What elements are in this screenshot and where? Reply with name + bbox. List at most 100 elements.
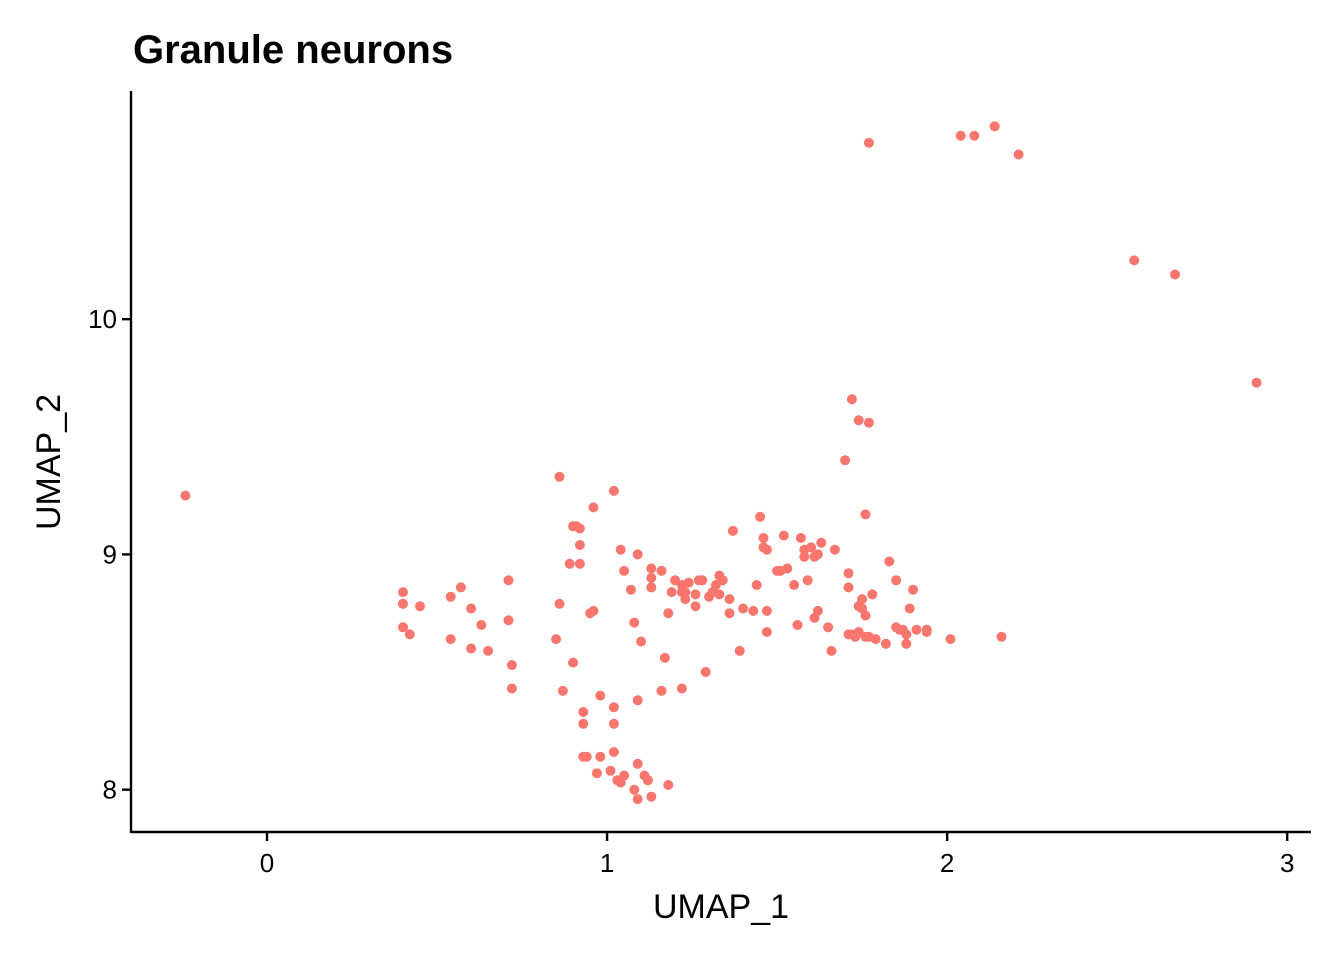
data-point [574,523,585,534]
x-tick-label: 3 [1280,848,1294,878]
data-point [860,610,871,621]
points-layer [180,121,1262,805]
data-point [642,775,653,786]
data-point [891,575,902,586]
data-point [853,415,864,426]
data-point [578,718,589,729]
data-point [901,638,912,649]
data-point [629,784,640,795]
data-point [625,584,636,595]
y-axis-title: UMAP_2 [30,394,68,530]
data-point [843,582,854,593]
data-point [969,130,980,141]
data-point [921,627,932,637]
data-point [683,577,694,588]
y-tick-label: 9 [103,539,117,569]
data-point [911,624,922,635]
data-point [840,455,851,466]
data-point [758,533,769,543]
data-point [629,617,640,628]
data-point [636,636,647,647]
data-point [989,121,1000,132]
data-point [588,605,599,616]
data-point [574,558,585,569]
data-point [619,770,630,781]
data-point [761,544,772,555]
data-point [398,622,408,633]
data-point [574,540,585,550]
data-point [445,634,456,645]
data-point [755,511,766,522]
data-point [782,563,793,574]
data-point [690,589,701,600]
data-point [676,683,687,694]
data-point [1170,269,1180,280]
data-point [581,751,592,762]
data-point [578,707,589,717]
y-axis-ticks: 8 9 10 [88,304,131,805]
data-point [904,603,915,614]
data-point [632,758,643,769]
data-point [727,525,738,536]
data-point [816,537,827,548]
data-point [615,544,626,555]
y-tick-label: 10 [88,304,117,334]
data-point [748,605,759,616]
data-point [738,603,749,614]
data-point [595,690,606,701]
data-point [656,565,667,576]
data-point [551,634,562,645]
data-point [761,627,772,637]
data-point [1251,377,1262,388]
data-point [404,629,415,640]
x-tick-label: 0 [260,848,274,878]
data-point [812,605,823,616]
data-point [608,718,619,729]
data-point [734,645,745,656]
data-point [619,565,630,576]
data-point [870,634,881,645]
data-point [455,582,466,593]
data-point [1013,149,1024,160]
data-point [568,657,579,668]
data-point [656,685,667,696]
data-point [415,601,425,612]
data-point [398,598,408,609]
data-point [795,533,806,543]
data-point [802,575,813,586]
data-point [554,471,565,482]
data-point [608,747,619,757]
data-point [632,695,643,706]
data-point [690,601,701,612]
data-point [717,575,728,586]
data-point [812,549,823,560]
data-point [506,683,517,694]
data-point [588,502,599,513]
data-point [680,587,691,598]
data-point [955,130,966,141]
data-point [789,580,800,590]
data-point [724,594,735,605]
data-point [503,615,514,626]
data-point [857,594,868,605]
data-point [591,768,602,779]
data-point [466,603,477,614]
x-axis-ticks: 0 1 2 3 [260,832,1294,878]
data-point [646,563,657,574]
data-point [180,490,191,501]
data-point [632,794,643,805]
data-point [799,551,810,562]
data-point [901,629,912,640]
data-point [860,509,871,520]
data-point [557,685,568,696]
data-point [823,622,834,633]
data-point [806,542,817,553]
data-point [632,549,643,560]
data-point [666,587,677,598]
data-point [503,575,514,586]
data-point [697,575,708,586]
data-point [466,643,477,654]
data-point [506,660,517,670]
x-axis-title: UMAP_1 [653,888,789,926]
